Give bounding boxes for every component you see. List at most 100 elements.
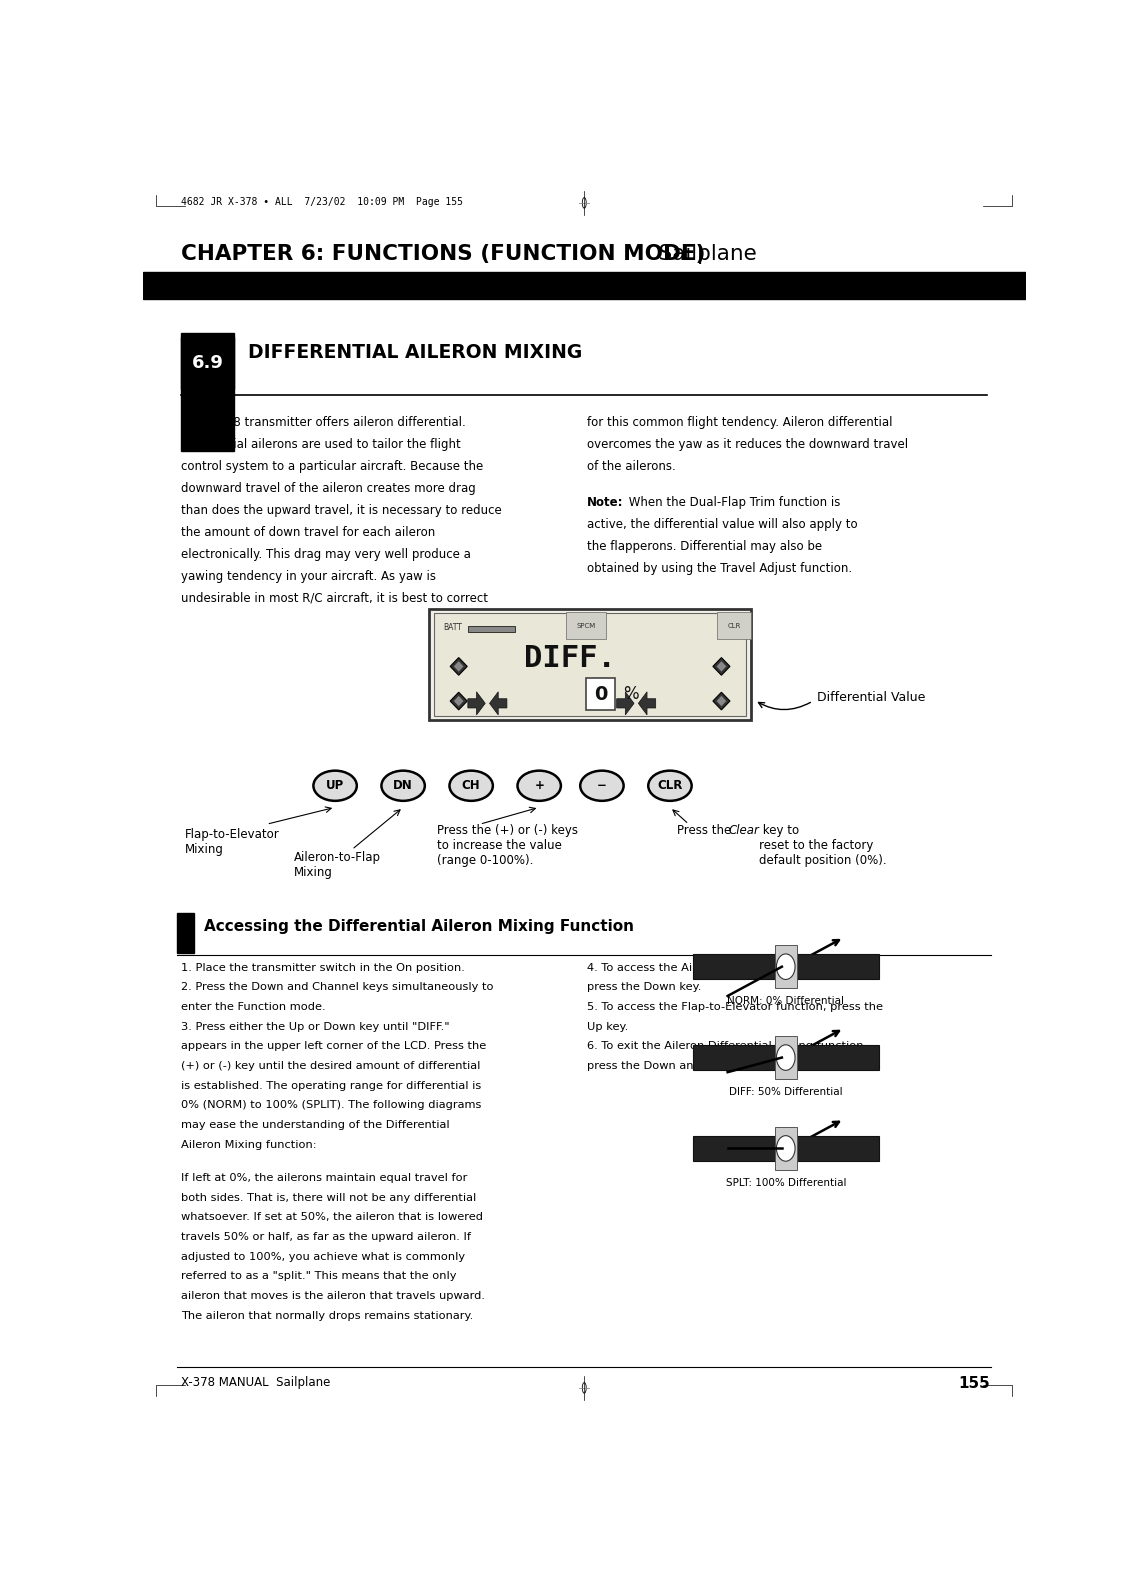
Text: obtained by using the Travel Adjust function.: obtained by using the Travel Adjust func… xyxy=(587,562,853,575)
Text: Aileron-to-Flap
Mixing: Aileron-to-Flap Mixing xyxy=(294,850,381,879)
Text: Up key.: Up key. xyxy=(587,1022,628,1032)
Bar xyxy=(775,945,797,988)
Text: (+) or (-) key until the desired amount of differential: (+) or (-) key until the desired amount … xyxy=(181,1062,481,1071)
Text: appears in the upper left corner of the LCD. Press the: appears in the upper left corner of the … xyxy=(181,1041,487,1052)
Text: both sides. That is, there will not be any differential: both sides. That is, there will not be a… xyxy=(181,1192,477,1203)
Text: The aileron that normally drops remains stationary.: The aileron that normally drops remains … xyxy=(181,1310,473,1320)
Text: the flapperons. Differential may also be: the flapperons. Differential may also be xyxy=(587,540,822,553)
Text: 0: 0 xyxy=(594,685,608,704)
Polygon shape xyxy=(454,696,464,706)
Text: %: % xyxy=(622,685,638,702)
Circle shape xyxy=(776,1136,795,1161)
Circle shape xyxy=(776,954,795,980)
Text: 6.9: 6.9 xyxy=(192,354,223,372)
Text: travels 50% or half, as far as the upward aileron. If: travels 50% or half, as far as the upwar… xyxy=(181,1232,471,1243)
Text: Note:: Note: xyxy=(587,496,624,509)
Text: yawing tendency in your aircraft. As yaw is: yawing tendency in your aircraft. As yaw… xyxy=(181,570,437,583)
Ellipse shape xyxy=(518,770,561,800)
Text: 1. Place the transmitter switch in the On position.: 1. Place the transmitter switch in the O… xyxy=(181,962,465,973)
Text: Differential ailerons are used to tailor the flight: Differential ailerons are used to tailor… xyxy=(181,438,461,450)
Text: than does the upward travel, it is necessary to reduce: than does the upward travel, it is neces… xyxy=(181,504,502,517)
Bar xyxy=(775,1036,797,1079)
Text: 155: 155 xyxy=(958,1377,990,1391)
Bar xyxy=(586,677,616,710)
Bar xyxy=(142,272,1026,299)
Text: If left at 0%, the ailerons maintain equal travel for: If left at 0%, the ailerons maintain equ… xyxy=(181,1173,467,1183)
Text: press the Down key.: press the Down key. xyxy=(587,983,702,992)
Text: BATT: BATT xyxy=(443,622,462,632)
Text: electronically. This drag may very well produce a: electronically. This drag may very well … xyxy=(181,548,471,561)
Bar xyxy=(693,1046,879,1069)
Text: NORM: 0% Differential: NORM: 0% Differential xyxy=(727,995,845,1006)
Ellipse shape xyxy=(649,770,692,800)
Text: UP: UP xyxy=(326,780,344,792)
Text: 4682 JR X-378 • ALL  7/23/02  10:09 PM  Page 155: 4682 JR X-378 • ALL 7/23/02 10:09 PM Pag… xyxy=(181,197,463,206)
Text: the amount of down travel for each aileron: the amount of down travel for each ailer… xyxy=(181,526,435,539)
Text: enter the Function mode.: enter the Function mode. xyxy=(181,1002,326,1013)
Text: press the Down and Channel keys simultaneously.: press the Down and Channel keys simultan… xyxy=(587,1062,873,1071)
Text: undesirable in most R/C aircraft, it is best to correct: undesirable in most R/C aircraft, it is … xyxy=(181,592,488,605)
Polygon shape xyxy=(717,696,726,706)
Bar xyxy=(775,1126,797,1170)
Text: CLR: CLR xyxy=(727,622,741,628)
Text: Aileron Mixing function:: Aileron Mixing function: xyxy=(181,1140,317,1150)
Bar xyxy=(181,332,234,450)
Polygon shape xyxy=(489,691,507,715)
Text: DIFFERENTIAL AILERON MIXING: DIFFERENTIAL AILERON MIXING xyxy=(247,343,583,362)
Text: Press the (+) or (-) keys
to increase the value
(range 0-100%).: Press the (+) or (-) keys to increase th… xyxy=(437,824,578,868)
Text: 5. To access the Flap-to-Elevator function, press the: 5. To access the Flap-to-Elevator functi… xyxy=(587,1002,884,1013)
Text: referred to as a "split." This means that the only: referred to as a "split." This means tha… xyxy=(181,1271,457,1280)
Polygon shape xyxy=(450,658,467,676)
Text: Differential Value: Differential Value xyxy=(816,691,926,704)
Polygon shape xyxy=(469,625,514,632)
Ellipse shape xyxy=(382,770,425,800)
FancyBboxPatch shape xyxy=(430,608,751,720)
Polygon shape xyxy=(450,693,467,710)
Text: CH: CH xyxy=(462,780,480,792)
Text: adjusted to 100%, you achieve what is commonly: adjusted to 100%, you achieve what is co… xyxy=(181,1252,465,1262)
Polygon shape xyxy=(712,693,730,710)
Text: When the Dual-Flap Trim function is: When the Dual-Flap Trim function is xyxy=(625,496,840,509)
Text: DIFF: 50% Differential: DIFF: 50% Differential xyxy=(728,1087,842,1096)
Text: SPLT: 100% Differential: SPLT: 100% Differential xyxy=(725,1178,846,1188)
Bar xyxy=(178,913,195,953)
Text: may ease the understanding of the Differential: may ease the understanding of the Differ… xyxy=(181,1120,450,1129)
Text: 6. To exit the Aileron Differential Mixing function,: 6. To exit the Aileron Differential Mixi… xyxy=(587,1041,868,1052)
Polygon shape xyxy=(617,691,634,715)
Text: overcomes the yaw as it reduces the downward travel: overcomes the yaw as it reduces the down… xyxy=(587,438,909,450)
Text: SPCM: SPCM xyxy=(576,622,595,628)
Text: CHAPTER 6: FUNCTIONS (FUNCTION MODE): CHAPTER 6: FUNCTIONS (FUNCTION MODE) xyxy=(181,244,706,265)
Polygon shape xyxy=(467,691,486,715)
Polygon shape xyxy=(717,662,726,671)
Text: 2. Press the Down and Channel keys simultaneously to: 2. Press the Down and Channel keys simul… xyxy=(181,983,494,992)
Text: control system to a particular aircraft. Because the: control system to a particular aircraft.… xyxy=(181,460,483,472)
Polygon shape xyxy=(638,691,656,715)
Text: X-378 MANUAL  Sailplane: X-378 MANUAL Sailplane xyxy=(181,1377,331,1389)
Text: aileron that moves is the aileron that travels upward.: aileron that moves is the aileron that t… xyxy=(181,1292,486,1301)
Text: whatsoever. If set at 50%, the aileron that is lowered: whatsoever. If set at 50%, the aileron t… xyxy=(181,1213,483,1222)
Text: for this common flight tendency. Aileron differential: for this common flight tendency. Aileron… xyxy=(587,416,893,428)
Text: active, the differential value will also apply to: active, the differential value will also… xyxy=(587,518,858,531)
Text: 0% (NORM) to 100% (SPLIT). The following diagrams: 0% (NORM) to 100% (SPLIT). The following… xyxy=(181,1101,481,1110)
Text: Flap-to-Elevator
Mixing: Flap-to-Elevator Mixing xyxy=(185,828,280,857)
Ellipse shape xyxy=(449,770,492,800)
Text: 3. Press either the Up or Down key until "DIFF.": 3. Press either the Up or Down key until… xyxy=(181,1022,450,1032)
Circle shape xyxy=(776,1044,795,1071)
Text: key to
reset to the factory
default position (0%).: key to reset to the factory default posi… xyxy=(758,824,886,868)
Text: −: − xyxy=(597,780,606,792)
Text: 4. To access the Aileron-to-Flap Mixing function,: 4. To access the Aileron-to-Flap Mixing … xyxy=(587,962,861,973)
Text: of the ailerons.: of the ailerons. xyxy=(587,460,676,472)
Text: Accessing the Differential Aileron Mixing Function: Accessing the Differential Aileron Mixin… xyxy=(204,918,635,934)
Text: Press the: Press the xyxy=(677,824,735,838)
FancyBboxPatch shape xyxy=(434,613,747,715)
Ellipse shape xyxy=(580,770,624,800)
Polygon shape xyxy=(454,662,464,671)
Text: downward travel of the aileron creates more drag: downward travel of the aileron creates m… xyxy=(181,482,477,495)
Text: +: + xyxy=(535,780,544,792)
Text: · Sailplane: · Sailplane xyxy=(638,244,757,265)
Ellipse shape xyxy=(314,770,357,800)
Bar xyxy=(181,337,234,389)
Text: DN: DN xyxy=(393,780,413,792)
Bar xyxy=(693,954,879,980)
Text: DIFF.: DIFF. xyxy=(524,644,617,673)
